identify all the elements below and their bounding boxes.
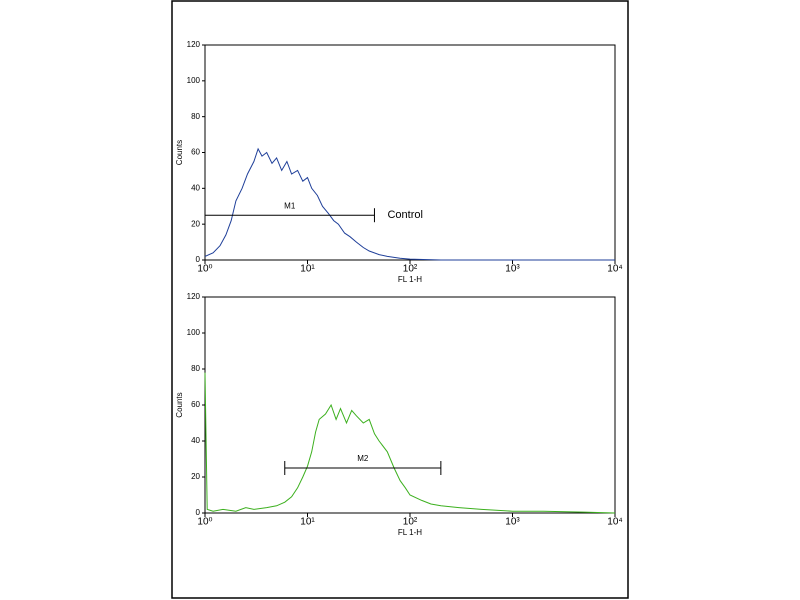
x-tick-label: 10⁰ (197, 264, 212, 275)
y-tick-label: 80 (191, 112, 200, 121)
figure-border (171, 0, 629, 599)
x-tick-label: 10² (403, 264, 418, 275)
x-tick-label: 10³ (505, 264, 520, 275)
marker-annotation: Control (387, 209, 422, 221)
x-tick-label: 10⁴ (607, 264, 622, 275)
y-axis-label: Counts (175, 140, 184, 165)
y-tick-label: 40 (191, 436, 200, 445)
y-tick-label: 120 (187, 40, 201, 49)
x-tick-label: 10⁴ (607, 517, 622, 528)
marker-label: M1 (284, 201, 296, 210)
y-tick-label: 20 (191, 219, 200, 228)
y-tick-label: 0 (196, 255, 201, 264)
x-tick-label: 10³ (505, 517, 520, 528)
y-tick-label: 120 (187, 292, 201, 301)
plot-frame (204, 296, 616, 514)
x-axis-label: FL 1-H (398, 528, 422, 537)
x-tick-label: 10² (403, 517, 418, 528)
y-tick-label: 100 (187, 328, 201, 337)
x-tick-label: 10⁰ (197, 517, 212, 528)
x-tick-label: 10¹ (300, 517, 315, 528)
marker-label: M2 (357, 454, 369, 463)
y-tick-label: 0 (196, 508, 201, 517)
y-tick-label: 80 (191, 364, 200, 373)
x-axis-label: FL 1-H (398, 275, 422, 284)
y-axis-label: Counts (175, 392, 184, 417)
histogram-line (204, 147, 615, 261)
y-tick-label: 60 (191, 400, 200, 409)
y-tick-label: 100 (187, 76, 201, 85)
y-tick-label: 40 (191, 183, 200, 192)
y-tick-label: 60 (191, 148, 200, 157)
x-tick-label: 10¹ (300, 264, 315, 275)
histogram-line (204, 372, 616, 514)
y-tick-label: 20 (191, 472, 200, 481)
